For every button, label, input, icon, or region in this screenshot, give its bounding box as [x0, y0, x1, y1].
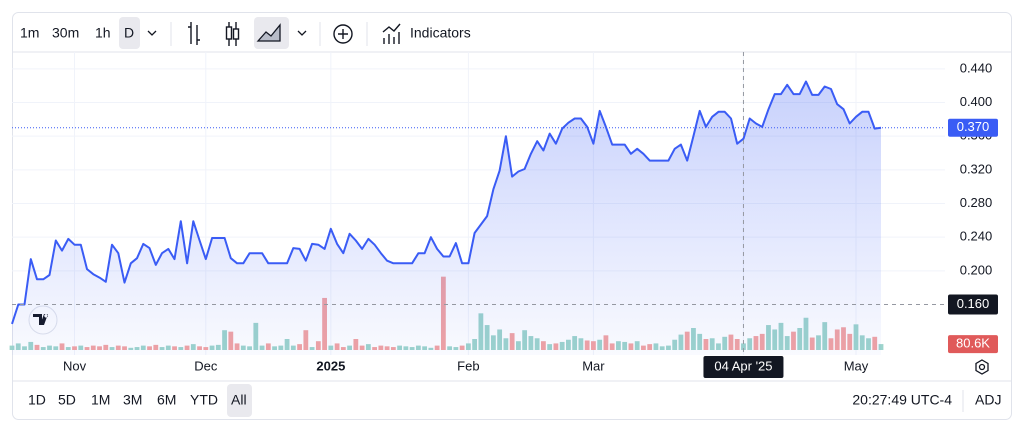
active-interval-bg: [119, 17, 140, 49]
x-tick-label: 2025: [316, 358, 345, 373]
range-button[interactable]: 1D: [28, 392, 46, 408]
bars-icon[interactable]: [188, 22, 200, 45]
y-tick-label: 0.440: [960, 60, 993, 75]
x-tick-label: Feb: [457, 358, 479, 373]
active-range-bg: [227, 384, 252, 417]
interval-button[interactable]: 1h: [95, 25, 111, 41]
x-tick-label: Mar: [582, 358, 605, 373]
range-button[interactable]: 3M: [123, 392, 142, 408]
area-fill: [12, 81, 881, 355]
y-tick-label: 0.200: [960, 262, 993, 277]
last-price-box: [948, 118, 998, 137]
indicators-button[interactable]: Indicators: [410, 25, 471, 41]
interval-button[interactable]: 30m: [52, 25, 79, 41]
range-button[interactable]: 5D: [58, 392, 76, 408]
last-price-label: 0.370: [957, 119, 990, 134]
range-button[interactable]: All: [231, 392, 247, 408]
plot: 0.2000.2400.2800.3200.3600.4000.4400.370…: [9, 52, 998, 378]
y-tick-label: 0.400: [960, 94, 993, 109]
x-tick-label: Nov: [63, 358, 87, 373]
settings-icon[interactable]: [975, 359, 989, 375]
crosshair-y-box: [948, 294, 998, 315]
active-style-bg: [254, 17, 289, 49]
range-button[interactable]: YTD: [190, 392, 218, 408]
x-tick-label: May: [844, 358, 869, 373]
interval-button[interactable]: D: [124, 25, 134, 41]
area-icon[interactable]: [256, 23, 281, 42]
y-tick-label: 0.280: [960, 195, 993, 210]
range-button[interactable]: 1M: [91, 392, 110, 408]
clock: 20:27:49 UTC-4: [852, 392, 952, 408]
y-tick-label: 0.240: [960, 229, 993, 244]
range-button[interactable]: 6M: [157, 392, 176, 408]
volume-last-box: [948, 335, 998, 354]
indicators-icon[interactable]: [382, 23, 401, 44]
adjust-button[interactable]: ADJ: [975, 392, 1001, 408]
crosshair-x-label: 04 Apr '25: [714, 358, 772, 373]
crosshair-y-label: 0.160: [957, 296, 990, 311]
y-tick-label: 0.320: [960, 161, 993, 176]
crosshair-x-box: [703, 356, 784, 378]
candles-icon[interactable]: [225, 22, 240, 46]
interval-dropdown[interactable]: [147, 30, 157, 36]
price-line: [11, 80, 882, 325]
compare-button[interactable]: [333, 24, 353, 44]
x-tick-label: Dec: [194, 358, 218, 373]
volume-last-label: 80.6K: [956, 336, 990, 351]
style-dropdown[interactable]: [297, 30, 307, 36]
interval-button[interactable]: 1m: [20, 25, 39, 41]
